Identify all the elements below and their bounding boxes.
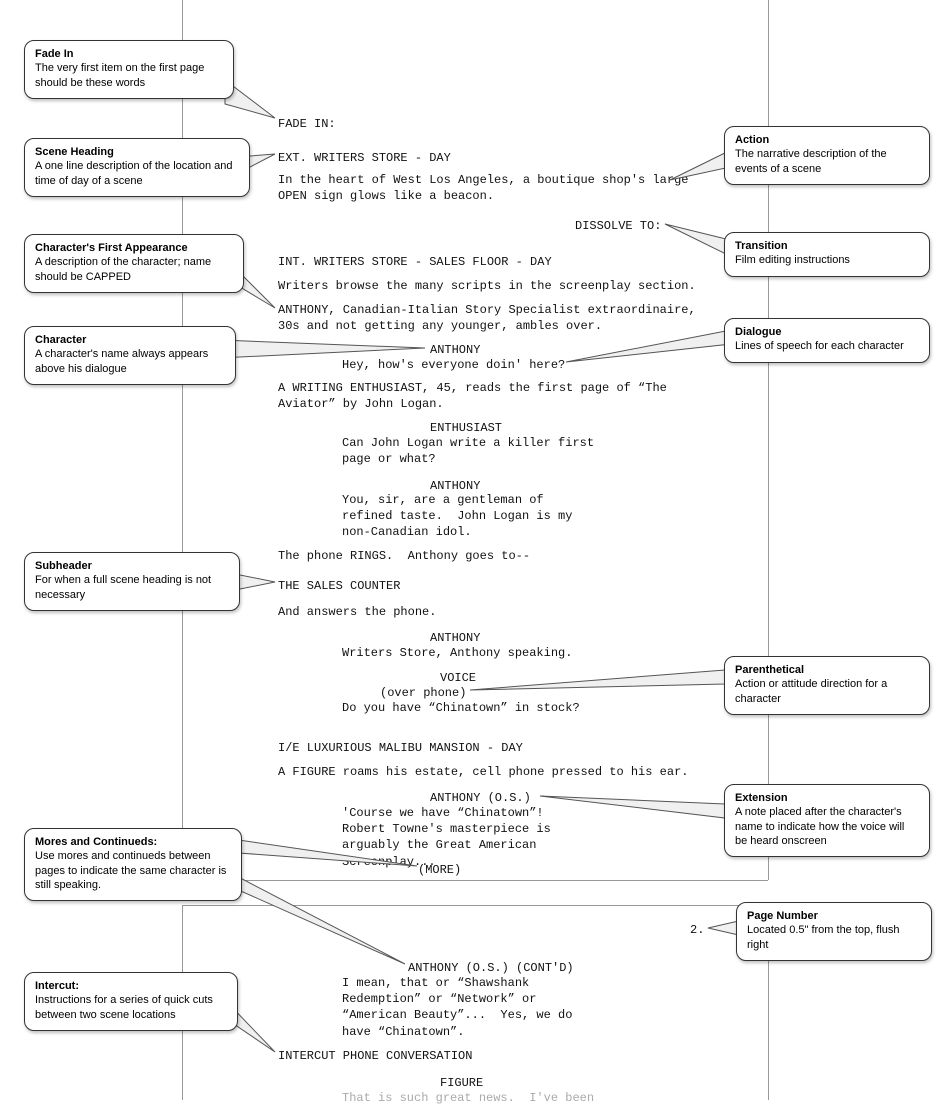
callout-body: For when a full scene heading is not nec… [35,574,211,600]
script-char-anthony3: ANTHONY [430,630,480,646]
pointer-extension [540,794,730,824]
callout-page-number: Page Number Located 0.5" from the top, f… [736,902,932,961]
callout-parenthetical: Parenthetical Action or attitude directi… [724,656,930,715]
pointer-fade-in [225,80,295,130]
callout-title: Parenthetical [735,664,804,676]
pointer-dialogue [566,330,736,370]
callout-title: Page Number [747,910,818,922]
script-action7: A FIGURE roams his estate, cell phone pr… [278,764,688,780]
callout-body: A one line description of the location a… [35,160,233,186]
pointer-mores-2 [225,870,415,970]
callout-body: A description of the character; name sho… [35,256,211,282]
callout-body: Lines of speech for each character [735,340,904,352]
callout-body: A note placed after the character's name… [735,806,904,847]
script-char-anthony-os: ANTHONY (O.S.) [430,790,531,806]
callout-title: Scene Heading [35,146,114,158]
callout-body: The narrative description of the events … [735,148,887,174]
script-intercut: INTERCUT PHONE CONVERSATION [278,1048,472,1064]
script-dlg-enth: Can John Logan write a killer first page… [342,435,594,467]
callout-character: Character A character's name always appe… [24,326,236,385]
script-dlg-anthony2: You, sir, are a gentleman of refined tas… [342,492,572,541]
callout-title: Transition [735,240,788,252]
script-char-enth: ENTHUSIAST [430,420,502,436]
callout-body: A character's name always appears above … [35,348,208,374]
script-char-anthony-contd: ANTHONY (O.S.) (CONT'D) [408,960,574,976]
script-dlg-anthony3: Writers Store, Anthony speaking. [342,645,572,661]
callout-title: Character [35,334,86,346]
callout-body: Instructions for a series of quick cuts … [35,994,213,1020]
callout-body: Use mores and continueds between pages t… [35,850,226,891]
script-action2: Writers browse the many scripts in the s… [278,278,696,294]
script-char-anthony: ANTHONY [430,342,480,358]
callout-scene-heading: Scene Heading A one line description of … [24,138,250,197]
callout-body: Action or attitude direction for a chara… [735,678,887,704]
callout-title: Action [735,134,769,146]
callout-title: Mores and Continueds: [35,836,157,848]
script-int: INT. WRITERS STORE - SALES FLOOR - DAY [278,254,552,270]
script-scene-malibu: I/E LUXURIOUS MALIBU MANSION - DAY [278,740,523,756]
callout-title: Subheader [35,560,92,572]
page-left-border [182,0,183,880]
script-ext: EXT. WRITERS STORE - DAY [278,150,451,166]
callout-title: Extension [735,792,788,804]
script-action4: A WRITING ENTHUSIAST, 45, reads the firs… [278,380,667,412]
callout-body: Located 0.5" from the top, flush right [747,924,900,950]
callout-title: Character's First Appearance [35,242,188,254]
pointer-character [220,340,430,370]
callout-action: Action The narrative description of the … [724,126,930,185]
callout-first-appearance: Character's First Appearance A descripti… [24,234,244,293]
canvas: FADE IN: EXT. WRITERS STORE - DAY In the… [0,0,944,1100]
script-action5: The phone RINGS. Anthony goes to-- [278,548,530,564]
callout-intercut: Intercut: Instructions for a series of q… [24,972,238,1031]
script-action6: And answers the phone. [278,604,436,620]
callout-title: Dialogue [735,326,781,338]
callout-subheader: Subheader For when a full scene heading … [24,552,240,611]
script-sub: THE SALES COUNTER [278,578,400,594]
callout-extension: Extension A note placed after the charac… [724,784,930,857]
script-action1: In the heart of West Los Angeles, a bout… [278,172,688,204]
script-dlg-figure: That is such great news. I've been [342,1090,594,1106]
script-dissolve: DISSOLVE TO: [575,218,661,234]
callout-transition: Transition Film editing instructions [724,232,930,277]
script-dlg-contd: I mean, that or “Shawshank Redemption” o… [342,975,572,1040]
callout-fade-in: Fade In The very first item on the first… [24,40,234,99]
script-paren-voice: (over phone) [380,685,466,701]
callout-dialogue: Dialogue Lines of speech for each charac… [724,318,930,363]
callout-title: Intercut: [35,980,79,992]
callout-body: Film editing instructions [735,254,850,266]
callout-mores: Mores and Continueds: Use mores and cont… [24,828,242,901]
script-char-figure: FIGURE [440,1075,483,1091]
pointer-parenthetical [470,670,730,700]
callout-title: Fade In [35,48,74,60]
callout-body: The very first item on the first page sh… [35,62,204,88]
script-dlg-voice: Do you have “Chinatown” in stock? [342,700,580,716]
page-number: 2. [690,922,704,938]
